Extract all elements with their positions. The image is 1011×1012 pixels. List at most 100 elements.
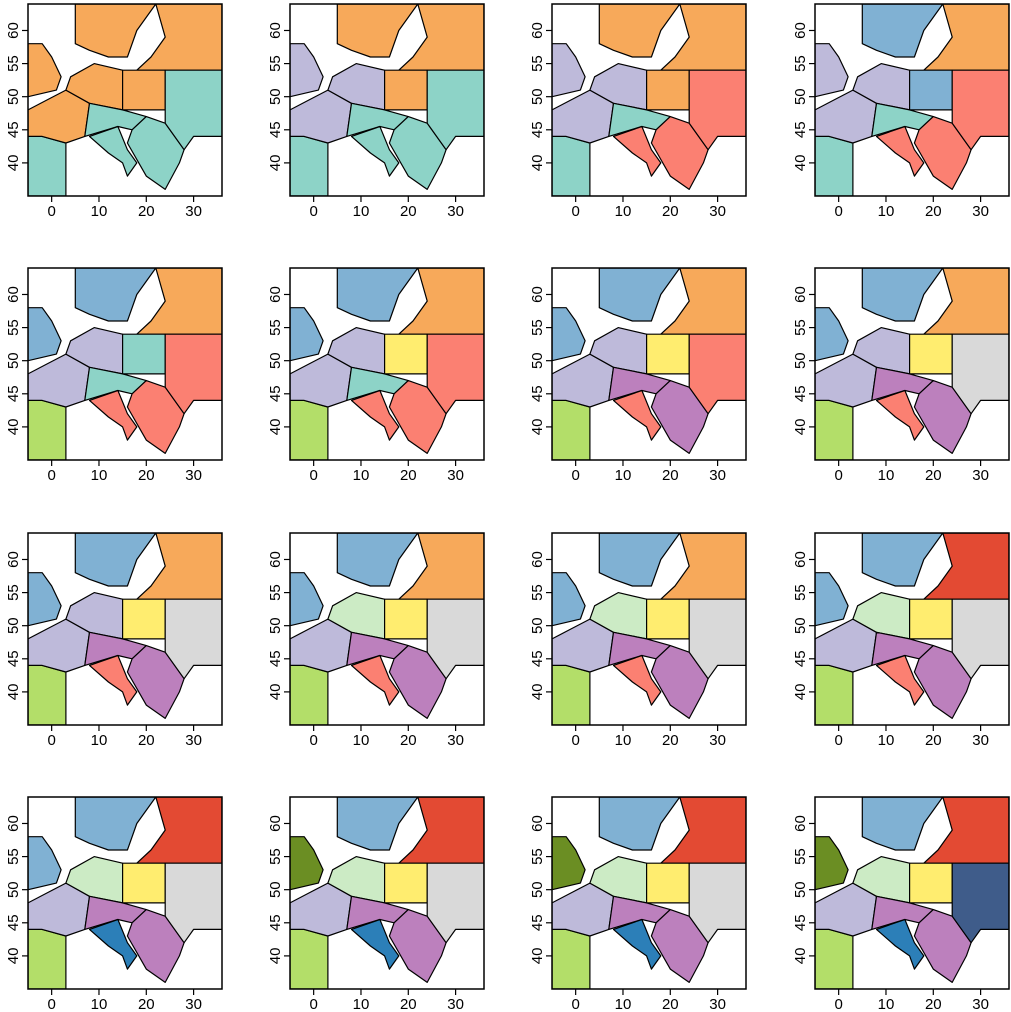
y-tick-label: 50 [267, 88, 284, 105]
x-tick-label: 20 [662, 467, 679, 484]
x-tick-label: 30 [447, 996, 464, 1012]
x-tick-label: 0 [834, 203, 842, 220]
map-panel: 01020304045505560 [267, 268, 484, 484]
region [137, 797, 222, 863]
map-layer [290, 533, 484, 725]
x-tick-label: 30 [447, 467, 464, 484]
y-tick-label: 55 [529, 848, 546, 865]
y-tick-label: 50 [5, 617, 22, 634]
x-tick-label: 20 [925, 732, 942, 749]
map-layer [28, 4, 222, 196]
region [290, 136, 328, 196]
region [137, 533, 222, 599]
region [123, 70, 166, 110]
region [123, 863, 166, 903]
x-tick-label: 0 [571, 732, 579, 749]
region [924, 797, 1009, 863]
x-tick-label: 0 [571, 996, 579, 1012]
y-tick-label: 60 [529, 551, 546, 568]
x-tick-label: 20 [138, 996, 155, 1012]
y-tick-label: 45 [267, 121, 284, 138]
x-tick-label: 20 [925, 996, 942, 1012]
y-tick-label: 45 [5, 914, 22, 931]
map-panel: 01020304045505560 [529, 533, 746, 749]
region [90, 391, 137, 441]
map-layer [552, 533, 746, 725]
region [90, 656, 137, 706]
region [614, 920, 661, 970]
x-tick-label: 30 [447, 732, 464, 749]
region [399, 4, 484, 70]
region [910, 863, 953, 903]
region [862, 4, 943, 57]
x-tick-label: 10 [878, 732, 895, 749]
region [90, 127, 137, 177]
y-tick-label: 40 [5, 419, 22, 436]
y-tick-label: 50 [5, 352, 22, 369]
y-tick-label: 55 [267, 848, 284, 865]
y-tick-label: 55 [5, 319, 22, 336]
y-tick-label: 55 [5, 848, 22, 865]
region [290, 308, 323, 361]
x-tick-label: 10 [91, 996, 108, 1012]
x-tick-label: 30 [185, 203, 202, 220]
x-tick-label: 10 [615, 467, 632, 484]
y-tick-label: 40 [792, 948, 809, 965]
region [552, 44, 585, 97]
map-layer [290, 268, 484, 460]
map-layer [815, 4, 1009, 196]
x-tick-label: 20 [400, 732, 417, 749]
region [123, 334, 166, 374]
map-layer [552, 797, 746, 989]
x-tick-label: 30 [709, 467, 726, 484]
y-tick-label: 40 [792, 684, 809, 701]
region [815, 573, 848, 626]
map-grid: 0102030404550556001020304045505560010203… [0, 0, 1011, 1012]
y-tick-label: 40 [5, 684, 22, 701]
y-tick-label: 55 [267, 319, 284, 336]
region [28, 573, 61, 626]
y-tick-label: 60 [792, 22, 809, 39]
map-panel: 01020304045505560 [792, 268, 1009, 484]
x-tick-label: 20 [925, 203, 942, 220]
x-tick-label: 30 [709, 996, 726, 1012]
y-tick-label: 60 [792, 815, 809, 832]
region [910, 70, 953, 110]
region [862, 797, 943, 850]
x-tick-label: 10 [353, 732, 370, 749]
x-tick-label: 10 [878, 996, 895, 1012]
x-tick-label: 30 [972, 732, 989, 749]
region [815, 136, 853, 196]
region [552, 308, 585, 361]
region [815, 837, 848, 890]
region [337, 4, 418, 57]
region [75, 797, 156, 850]
y-tick-label: 40 [267, 419, 284, 436]
x-tick-label: 0 [47, 732, 55, 749]
x-tick-label: 30 [972, 203, 989, 220]
x-tick-label: 0 [571, 467, 579, 484]
y-tick-label: 45 [5, 121, 22, 138]
region [352, 127, 399, 177]
region [28, 665, 66, 725]
y-tick-label: 60 [529, 22, 546, 39]
y-tick-label: 45 [267, 914, 284, 931]
x-tick-label: 20 [662, 732, 679, 749]
y-tick-label: 60 [792, 286, 809, 303]
x-tick-label: 20 [662, 203, 679, 220]
region [290, 400, 328, 460]
y-tick-label: 60 [792, 551, 809, 568]
region [647, 599, 690, 639]
region [815, 929, 853, 989]
y-tick-label: 45 [792, 914, 809, 931]
x-tick-label: 0 [309, 996, 317, 1012]
region [337, 797, 418, 850]
map-panel: 01020304045505560 [267, 4, 484, 220]
region [815, 400, 853, 460]
region [552, 136, 590, 196]
y-tick-label: 50 [5, 881, 22, 898]
